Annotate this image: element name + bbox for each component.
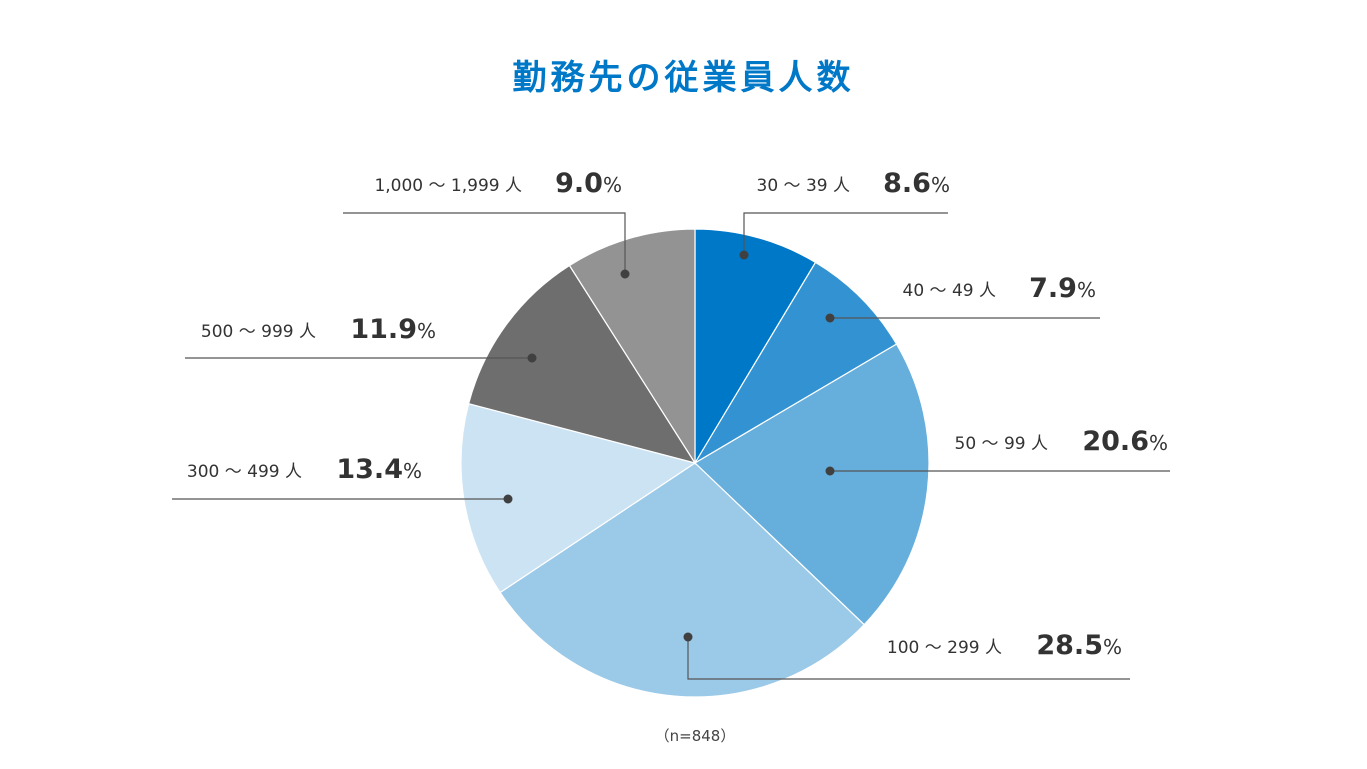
pie-slice (568, 228, 696, 466)
slice-label: 500 〜 999 人 (201, 322, 316, 342)
slice-value-label: 28.5% (1036, 630, 1122, 661)
slice-label: 1,000 〜 1,999 人 (374, 176, 522, 196)
leader-dot (683, 632, 693, 642)
pie-slice (694, 228, 817, 466)
slice-value-label: 11.9% (350, 314, 436, 345)
leader-line (687, 637, 1130, 680)
slice-label: 50 〜 99 人 (955, 434, 1048, 454)
leader-line (343, 212, 626, 274)
leader-dot (825, 313, 835, 323)
pie-slice (467, 264, 697, 464)
slice-value-label: 7.9% (1029, 273, 1096, 304)
leader-dot (527, 353, 537, 363)
slice-label: 40 〜 49 人 (903, 281, 996, 301)
pie-slice (694, 343, 930, 626)
slice-label: 30 〜 39 人 (757, 176, 850, 196)
leader-dot (825, 466, 835, 476)
slice-value-label: 20.6% (1082, 426, 1168, 457)
slice-value-label: 9.0% (555, 168, 622, 199)
leader-dot (739, 250, 749, 260)
sample-size-note: （n=848） (654, 727, 736, 745)
slice-label: 100 〜 299 人 (887, 638, 1002, 658)
leader-dot (620, 269, 630, 279)
leader-dot (503, 494, 513, 504)
slice-label: 300 〜 499 人 (187, 462, 302, 482)
slice-value-label: 13.4% (336, 454, 422, 485)
chart-title: 勤務先の従業員人数 (512, 58, 855, 98)
slice-value-label: 8.6% (883, 168, 950, 199)
leader-line (743, 212, 948, 255)
pie-slice (694, 261, 898, 464)
pie-slice (499, 462, 866, 698)
pie-slice (460, 402, 697, 594)
